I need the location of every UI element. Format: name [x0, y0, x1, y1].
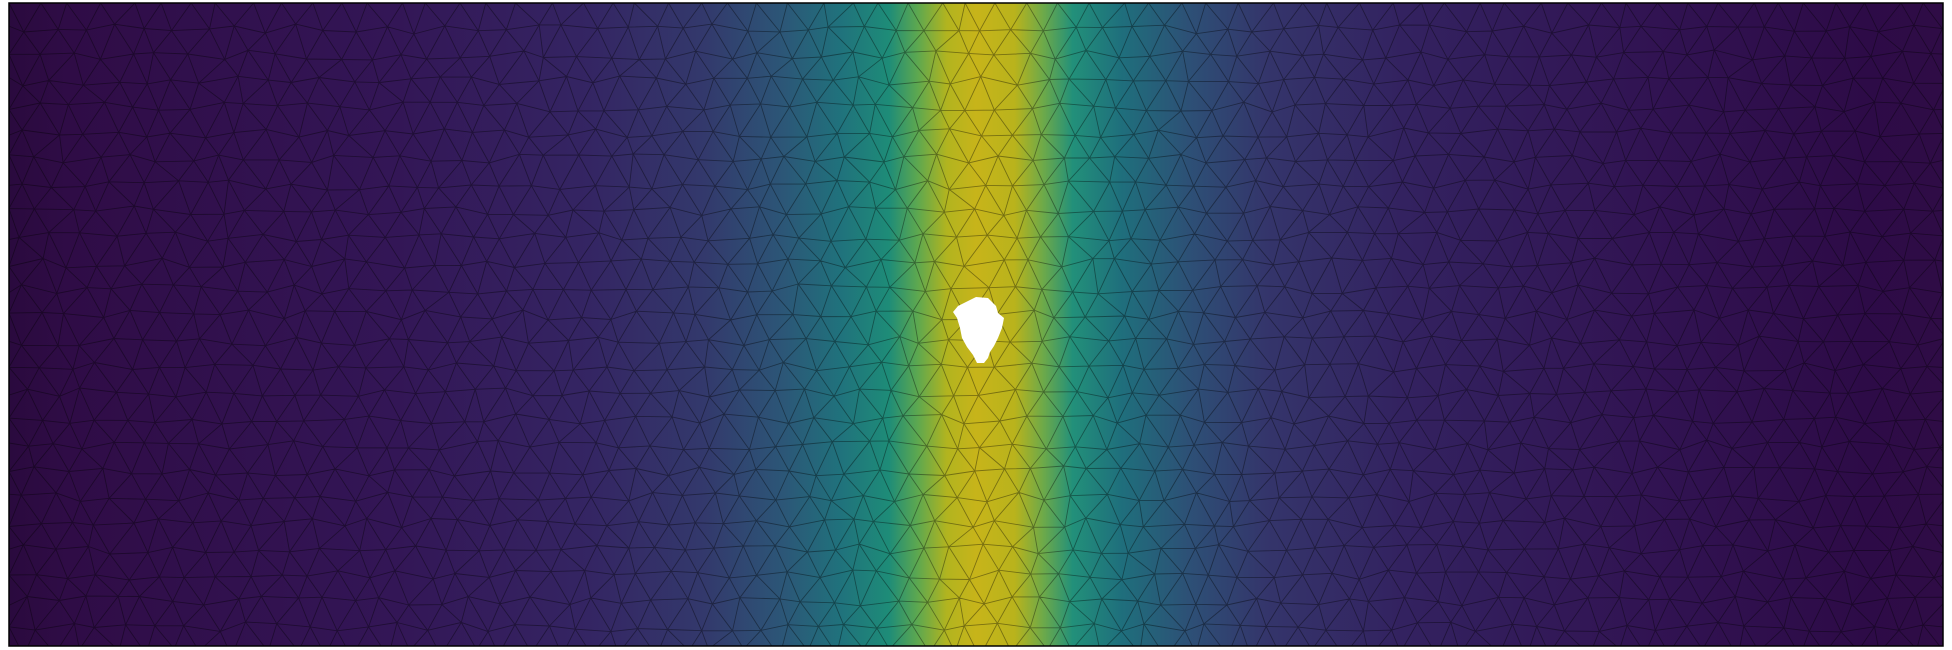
mesh-group — [9, 3, 1943, 646]
domain-border — [8, 2, 1944, 647]
hole — [953, 297, 1004, 363]
mesh-edges — [9, 3, 1943, 646]
